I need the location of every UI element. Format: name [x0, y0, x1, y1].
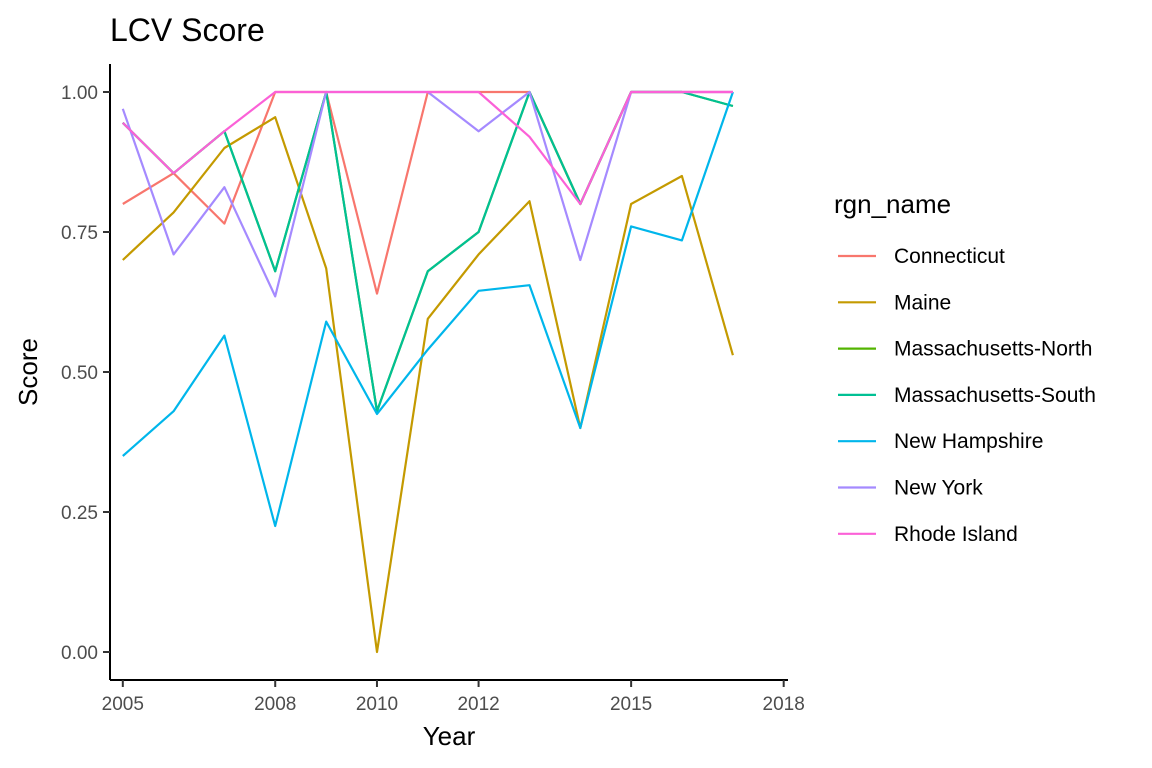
x-tick-label: 2010	[356, 694, 398, 715]
x-tick-label: 2005	[102, 694, 144, 715]
chart-title: LCV Score	[110, 12, 265, 48]
x-axis-title: Year	[423, 721, 476, 751]
legend-title: rgn_name	[834, 189, 951, 219]
x-tick-label: 2018	[763, 694, 805, 715]
legend-label-massachusetts-south: Massachusetts-South	[894, 384, 1096, 407]
y-tick-label: 0.50	[61, 363, 98, 384]
x-axis-ticks: 2005 2008 2010 2012 2015 2018	[102, 680, 805, 715]
y-tick-label: 1.00	[61, 83, 98, 104]
legend-label-maine: Maine	[894, 291, 951, 314]
legend-label-new-hampshire: New Hampshire	[894, 430, 1043, 453]
plot-area	[121, 90, 734, 654]
legend-label-massachusetts-north: Massachusetts-North	[894, 338, 1092, 361]
y-axis-ticks: 0.00 0.25 0.50 0.75 1.00	[61, 83, 110, 664]
series-line-new-york	[121, 90, 733, 298]
x-tick-label: 2015	[610, 694, 652, 715]
legend: rgn_name Connecticut Maine Massachusetts-N…	[834, 189, 1096, 546]
series-line-connecticut	[122, 90, 733, 295]
series-line-rhode-island	[122, 90, 733, 206]
series-line-maine	[122, 116, 734, 654]
y-tick-label: 0.75	[61, 223, 98, 244]
y-tick-label: 0.00	[61, 643, 98, 664]
series-line-new-hampshire	[122, 91, 734, 528]
x-tick-label: 2012	[457, 694, 499, 715]
legend-label-rhode-island: Rhode Island	[894, 523, 1018, 546]
y-tick-label: 0.25	[61, 503, 98, 524]
y-axis-title: Score	[13, 338, 43, 406]
legend-label-connecticut: Connecticut	[894, 245, 1005, 268]
x-tick-label: 2008	[254, 694, 296, 715]
legend-label-new-york: New York	[894, 477, 983, 500]
